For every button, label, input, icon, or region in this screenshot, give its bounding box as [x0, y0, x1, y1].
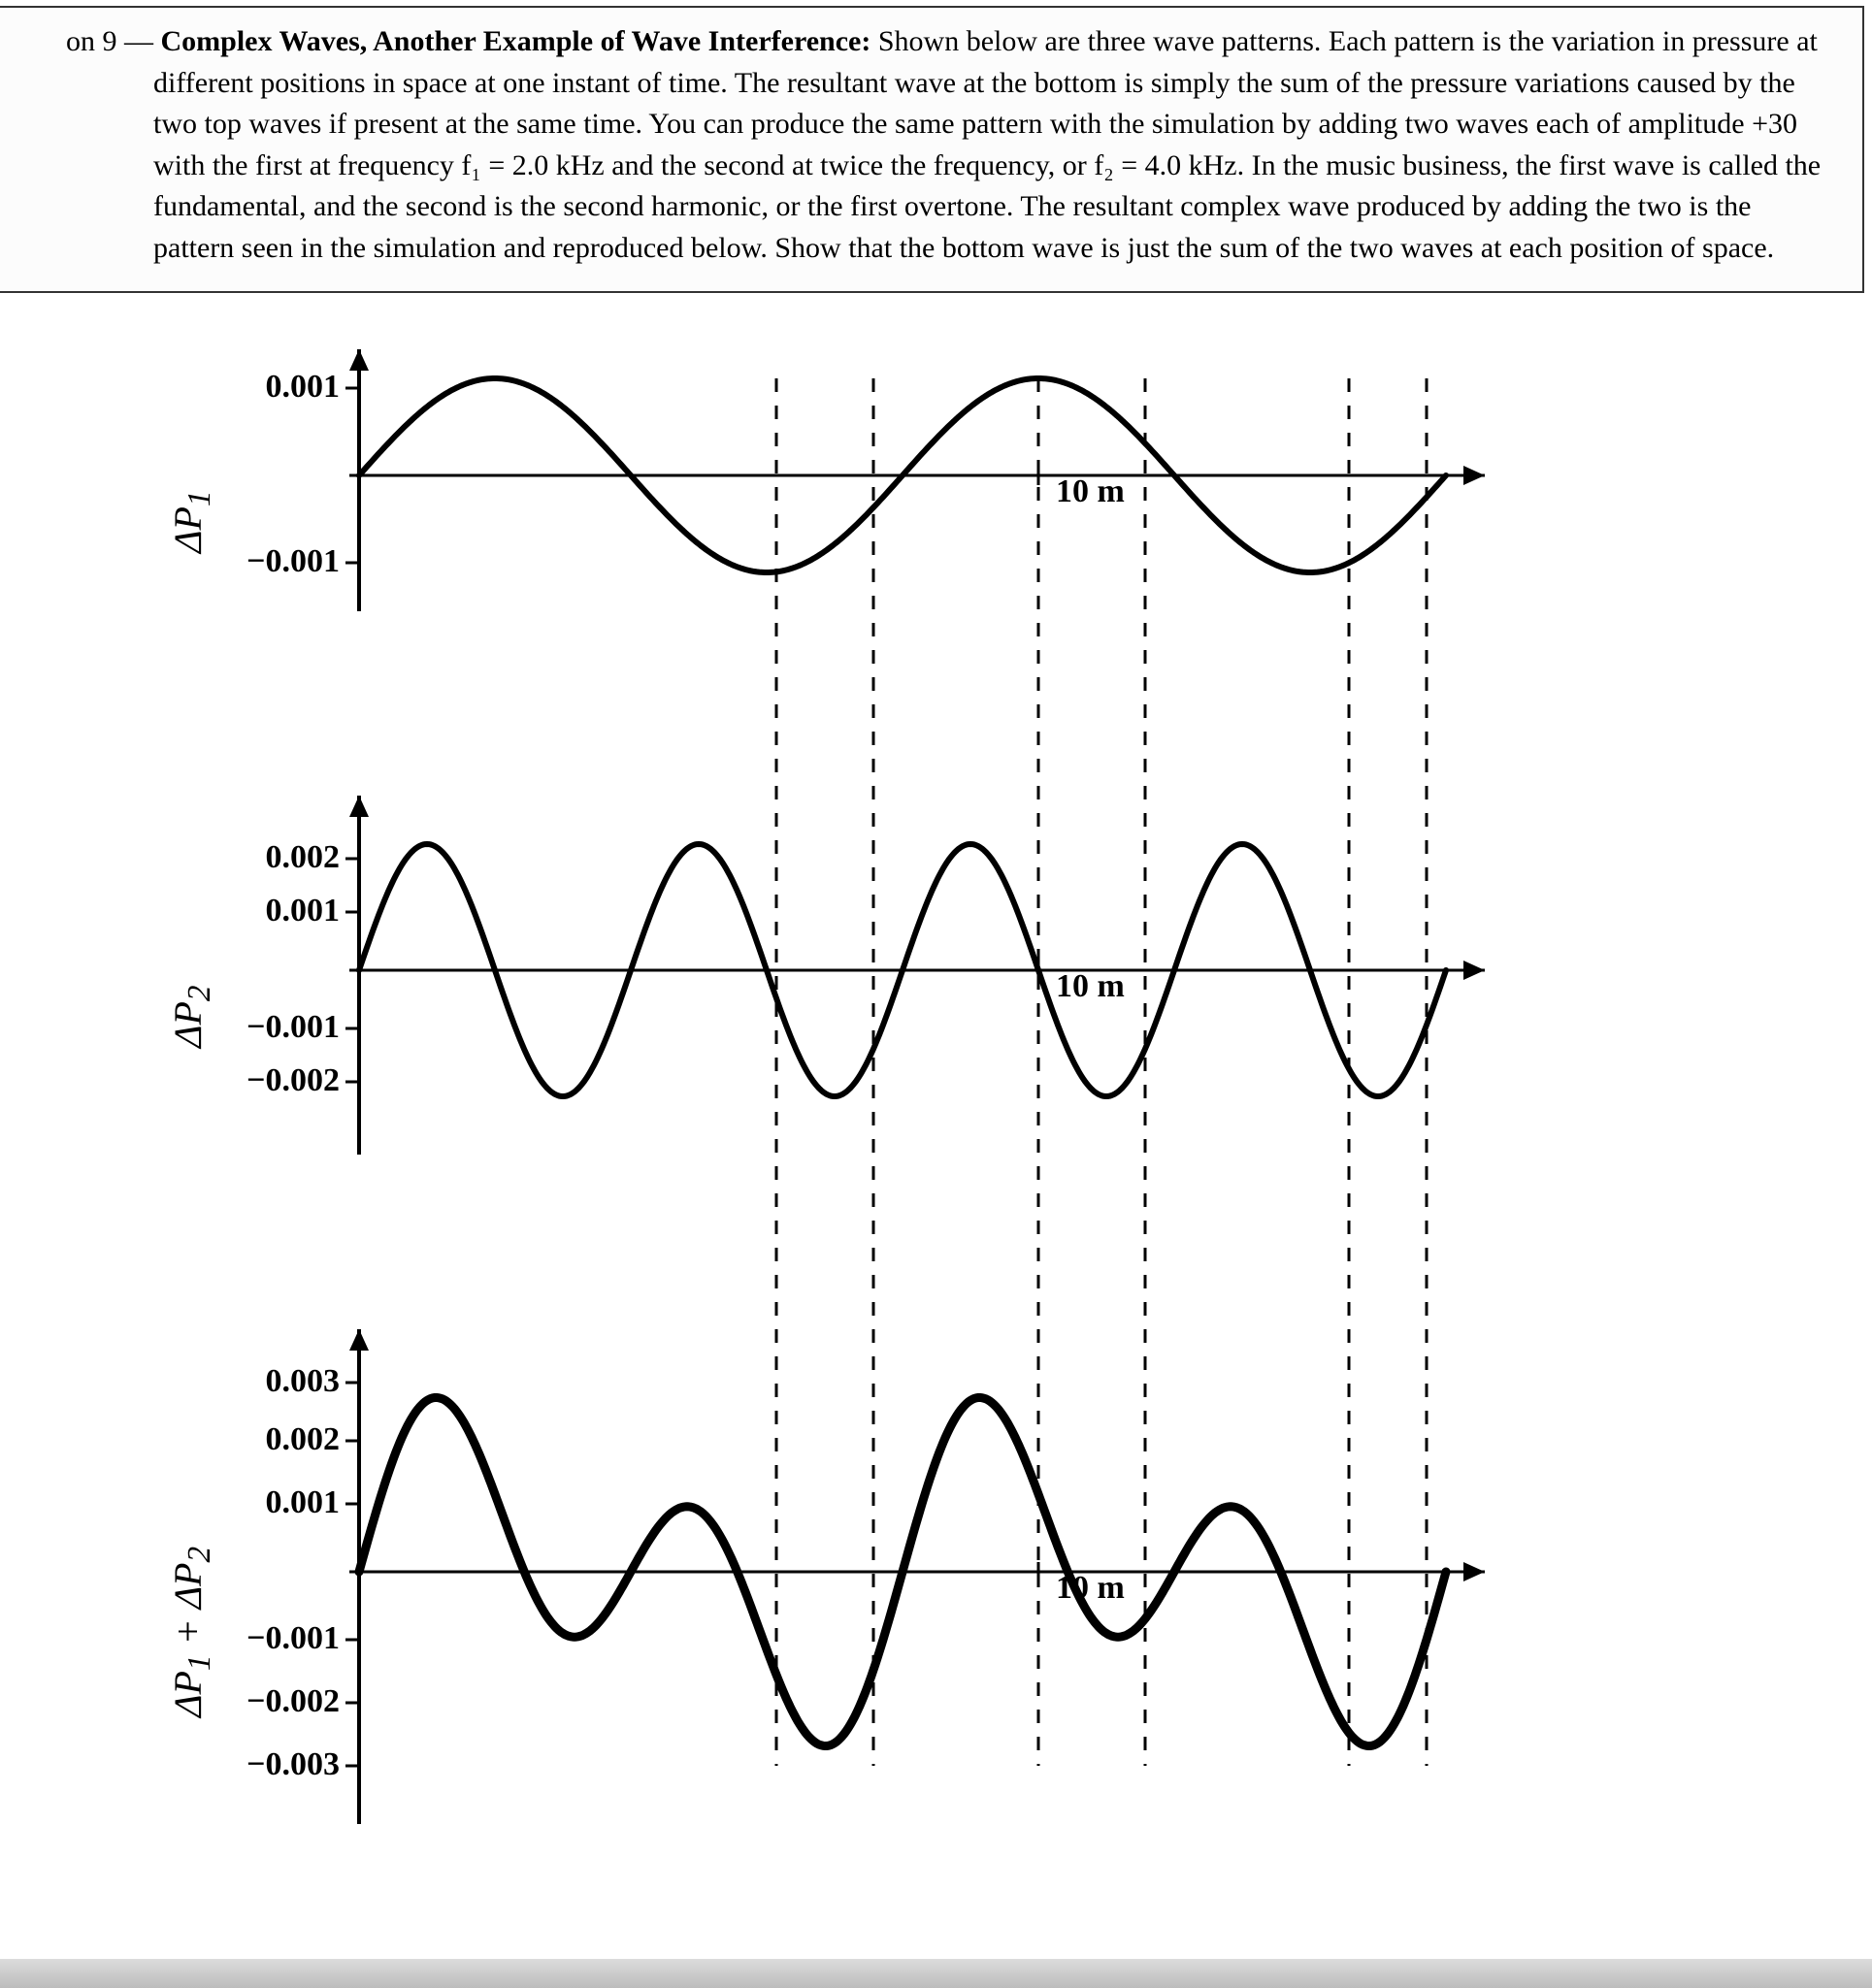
y-tick-label: −0.001 — [204, 1620, 340, 1657]
page-bottom-shade — [0, 1959, 1872, 1988]
problem-header-box: on 9 — Complex Waves, Another Example of… — [0, 6, 1864, 293]
wave-figure: 0.001−0.001ΔP110 m0.0020.001−0.001−0.002… — [136, 330, 1727, 1921]
y-tick-label: 0.002 — [204, 839, 340, 876]
y-axis-label: ΔP1 — [165, 490, 218, 553]
y-tick-label: −0.003 — [204, 1746, 340, 1783]
y-tick-label: 0.003 — [204, 1363, 340, 1400]
y-tick-label: 0.002 — [204, 1421, 340, 1458]
y-tick-label: −0.002 — [204, 1062, 340, 1099]
y-axis-label: ΔP2 — [165, 985, 218, 1048]
y-axis-label: ΔP1 + ΔP2 — [165, 1547, 218, 1717]
x-marker-label: 10 m — [1056, 1570, 1125, 1607]
problem-text: on 9 — Complex Waves, Another Example of… — [27, 21, 1835, 270]
page: on 9 — Complex Waves, Another Example of… — [0, 0, 1872, 1988]
wave-svg — [136, 330, 1727, 1921]
problem-body: Shown below are three wave patterns. Eac… — [153, 25, 1821, 264]
y-tick-label: 0.001 — [204, 893, 340, 929]
x-marker-label: 10 m — [1056, 473, 1125, 510]
x-marker-label: 10 m — [1056, 968, 1125, 1005]
y-tick-label: 0.001 — [204, 1484, 340, 1521]
y-tick-label: −0.001 — [204, 543, 340, 580]
problem-number: on 9 — — [66, 25, 153, 57]
problem-title: Complex Waves, Another Example of Wave I… — [161, 25, 871, 57]
y-tick-label: −0.002 — [204, 1683, 340, 1720]
y-tick-label: −0.001 — [204, 1009, 340, 1046]
y-tick-label: 0.001 — [204, 369, 340, 406]
